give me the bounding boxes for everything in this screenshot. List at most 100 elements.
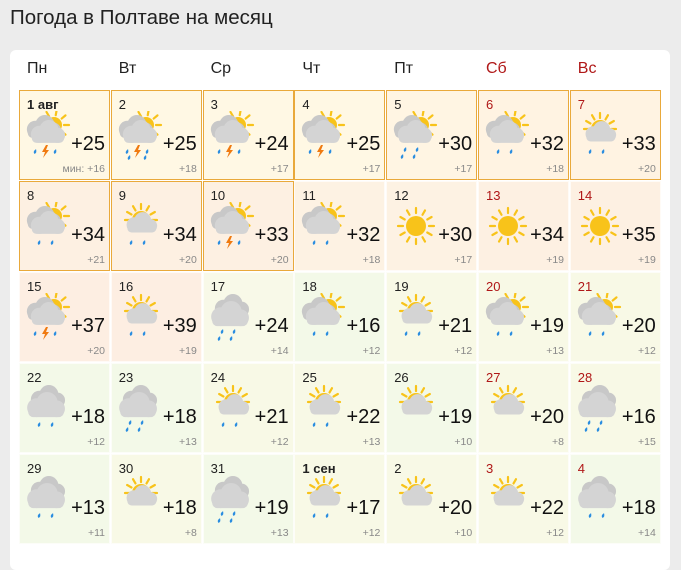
min-temp: +8 xyxy=(184,527,197,539)
day-cell[interactable]: 4 +25 +17 xyxy=(294,90,386,180)
min-temp: +20 xyxy=(637,163,656,175)
max-temp: +24 xyxy=(254,315,289,337)
day-date: 10 xyxy=(210,188,226,203)
min-temp: +10 xyxy=(454,436,473,448)
day-date: 11 xyxy=(302,188,316,203)
day-cell[interactable]: 1 авг +25 мин: +16 xyxy=(19,90,110,180)
day-date: 22 xyxy=(27,370,42,385)
day-cell[interactable]: 27 +20 +8 xyxy=(478,363,569,453)
min-temp: +12 xyxy=(362,345,381,357)
day-date: 24 xyxy=(210,370,226,385)
day-date: 17 xyxy=(210,279,226,294)
weekday-0: Пн xyxy=(27,60,48,77)
max-temp: +35 xyxy=(621,224,656,246)
min-temp: +8 xyxy=(552,436,564,448)
min-temp: +20 xyxy=(270,254,289,266)
day-cell[interactable]: 3 +24 +17 xyxy=(202,90,294,180)
day-date: 1 сен xyxy=(302,461,336,476)
max-temp: +20 xyxy=(530,406,564,428)
min-temp: +12 xyxy=(546,527,564,539)
min-temp: +14 xyxy=(270,345,289,357)
day-date: 18 xyxy=(302,279,317,294)
min-temp: +19 xyxy=(546,254,564,266)
day-cell[interactable]: 11 +32 +18 xyxy=(294,181,386,271)
day-cell[interactable]: 29 +13 +11 xyxy=(19,454,110,544)
day-cell[interactable]: 7 +33 +20 xyxy=(569,90,661,180)
day-cell[interactable]: 19 +21 +12 xyxy=(386,272,478,362)
min-temp: +10 xyxy=(454,527,473,539)
weekday-2: Ср xyxy=(210,60,232,77)
min-temp: +12 xyxy=(454,345,473,357)
min-temp: +20 xyxy=(87,345,105,357)
day-cell[interactable]: 2 +20 +10 xyxy=(386,454,478,544)
day-date: 5 xyxy=(394,97,402,112)
max-temp: +34 xyxy=(162,224,197,246)
day-date: 25 xyxy=(302,370,317,385)
day-cell[interactable]: 31 +19 +13 xyxy=(202,454,294,544)
weekday-6: Вс xyxy=(577,60,597,77)
min-temp: +13 xyxy=(546,345,564,357)
day-cell[interactable]: 13 +34 +19 xyxy=(478,181,569,271)
day-cell[interactable]: 8 +34 +21 xyxy=(19,181,110,271)
max-temp: +24 xyxy=(254,133,289,155)
max-temp: +30 xyxy=(438,224,473,246)
min-temp: +19 xyxy=(637,254,656,266)
max-temp: +33 xyxy=(621,133,656,155)
day-cell[interactable]: 18 +16 +12 xyxy=(294,272,386,362)
max-temp: +32 xyxy=(346,224,381,246)
day-cell[interactable]: 6 +32 +18 xyxy=(478,90,569,180)
day-cell[interactable]: 30 +18 +8 xyxy=(110,454,202,544)
day-date: 31 xyxy=(210,461,226,476)
day-cell[interactable]: 15 +37 +20 xyxy=(19,272,110,362)
day-cell[interactable]: 17 +24 +14 xyxy=(202,272,294,362)
max-temp: +18 xyxy=(621,497,656,519)
day-cell[interactable]: 9 +34 +20 xyxy=(110,181,202,271)
max-temp: +19 xyxy=(254,497,289,519)
day-date: 9 xyxy=(118,188,127,203)
day-cell[interactable]: 5 +30 +17 xyxy=(386,90,478,180)
weekday-4: Пт xyxy=(394,60,414,77)
min-temp: +12 xyxy=(637,345,656,357)
day-date: 6 xyxy=(486,97,494,112)
day-cell[interactable]: 14 +35 +19 xyxy=(569,181,661,271)
max-temp: +34 xyxy=(71,224,105,246)
day-cell[interactable]: 22 +18 +12 xyxy=(19,363,110,453)
max-temp: +18 xyxy=(71,406,105,428)
day-cell[interactable]: 21 +20 +12 xyxy=(569,272,661,362)
max-temp: +22 xyxy=(346,406,381,428)
day-date: 21 xyxy=(577,279,593,294)
day-cell[interactable]: 3 +22 +12 xyxy=(478,454,569,544)
min-temp: +12 xyxy=(87,436,105,448)
max-temp: +32 xyxy=(530,133,564,155)
day-cell[interactable]: 25 +22 +13 xyxy=(294,363,386,453)
day-cell[interactable]: 28 +16 +15 xyxy=(569,363,661,453)
max-temp: +22 xyxy=(530,497,564,519)
day-date: 16 xyxy=(118,279,134,294)
day-date: 3 xyxy=(486,461,494,476)
day-date: 23 xyxy=(118,370,134,385)
min-temp: +12 xyxy=(362,527,381,539)
day-date: 15 xyxy=(27,279,42,294)
day-cell[interactable]: 26 +19 +10 xyxy=(386,363,478,453)
day-cell[interactable]: 1 сен +17 +12 xyxy=(294,454,386,544)
day-date: 27 xyxy=(486,370,501,385)
min-temp: +13 xyxy=(178,436,197,448)
max-temp: +25 xyxy=(71,133,105,155)
day-date: 8 xyxy=(27,188,35,203)
min-temp: +17 xyxy=(270,163,289,175)
day-cell[interactable]: 2 +25 +18 xyxy=(110,90,202,180)
weekday-3: Чт xyxy=(302,60,321,77)
day-cell[interactable]: 12 +30 +17 xyxy=(386,181,478,271)
day-cell[interactable]: 16 +39 +19 xyxy=(110,272,202,362)
max-temp: +37 xyxy=(71,315,105,337)
max-temp: +39 xyxy=(162,315,197,337)
day-cell[interactable]: 23 +18 +13 xyxy=(110,363,202,453)
day-cell[interactable]: 20 +19 +13 xyxy=(478,272,569,362)
day-cell[interactable]: 10 +33 +20 xyxy=(202,181,294,271)
min-temp: +18 xyxy=(178,163,197,175)
max-temp: +25 xyxy=(346,133,381,155)
min-temp: мин: +16 xyxy=(62,163,105,175)
day-cell[interactable]: 4 +18 +14 xyxy=(569,454,661,544)
day-cell[interactable]: 24 +21 +12 xyxy=(202,363,294,453)
day-date: 13 xyxy=(486,188,501,203)
